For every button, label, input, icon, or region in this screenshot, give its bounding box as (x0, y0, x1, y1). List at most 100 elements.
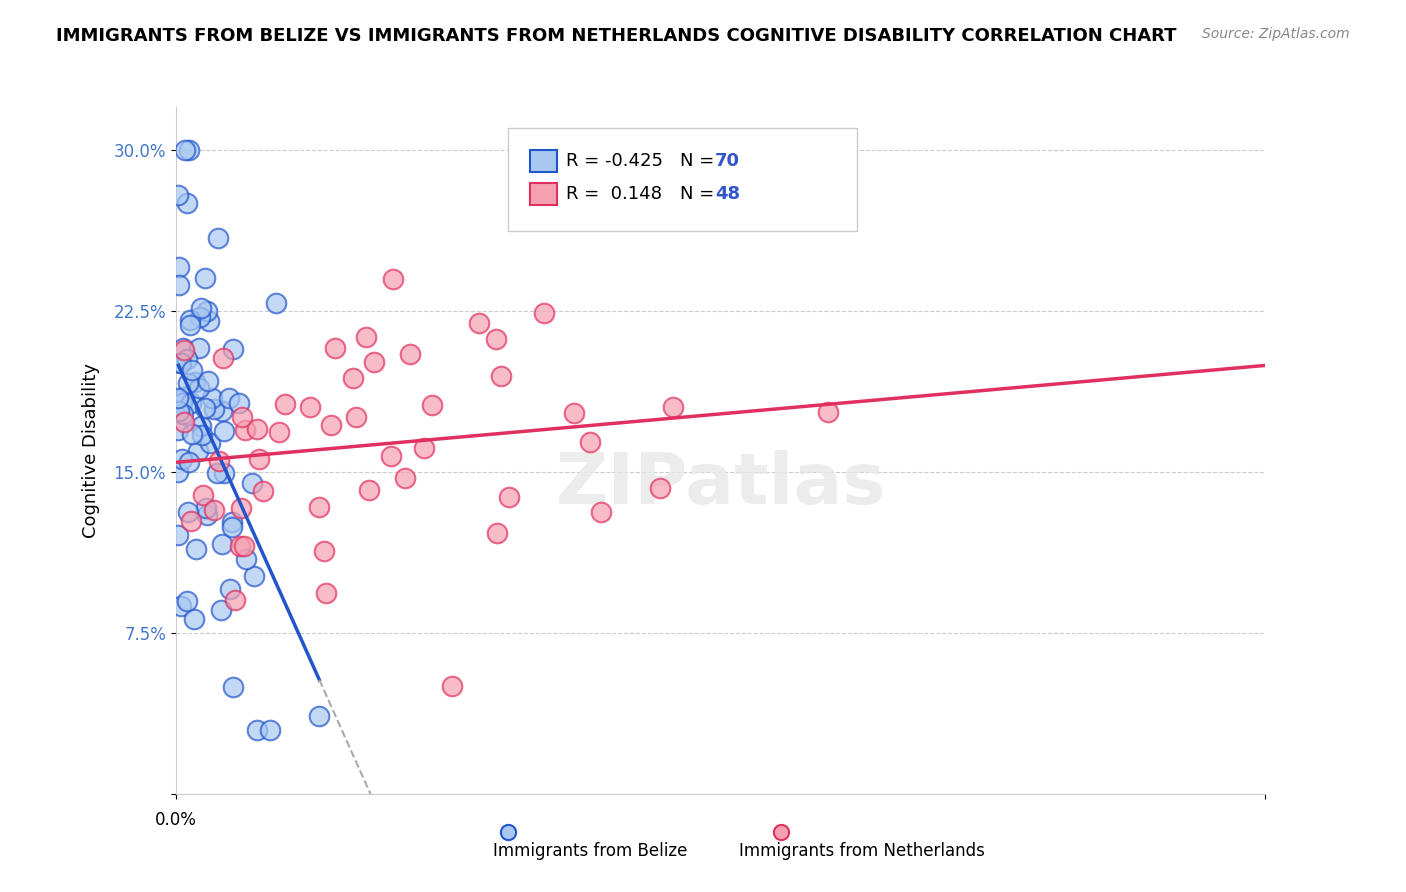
Point (181, 426, 204, 441)
Point (240, 475, 263, 490)
Point (233, 423, 256, 437)
Point (190, 427, 212, 442)
Text: R =  0.148: R = 0.148 (565, 185, 662, 202)
Point (176, 351, 198, 366)
Point (394, 471, 416, 485)
FancyBboxPatch shape (508, 128, 856, 231)
Point (661, 401, 683, 415)
Point (201, 392, 224, 406)
Point (247, 451, 270, 466)
Point (412, 441, 434, 455)
Point (174, 143, 197, 157)
Point (170, 395, 193, 409)
Point (183, 612, 205, 626)
Point (180, 363, 202, 377)
Point (190, 418, 212, 433)
Point (222, 681, 245, 695)
Point (231, 409, 253, 424)
Point (299, 400, 322, 414)
Point (214, 424, 236, 438)
Point (187, 444, 209, 458)
Point (274, 397, 297, 411)
Point (167, 188, 190, 202)
Bar (530, 183, 557, 204)
Point (486, 525, 509, 540)
Point (194, 401, 217, 415)
Point (564, 406, 586, 420)
Point (398, 347, 420, 361)
Point (308, 500, 330, 515)
Point (167, 404, 190, 418)
Point (533, 306, 555, 320)
Point (441, 679, 464, 693)
Point (235, 551, 257, 566)
Point (308, 709, 330, 723)
Point (222, 342, 245, 356)
Point (188, 341, 211, 355)
Point (243, 568, 266, 582)
Point (167, 277, 190, 292)
Point (221, 520, 243, 534)
Point (420, 398, 443, 412)
Point (197, 374, 219, 388)
Point (170, 451, 193, 466)
Point (205, 467, 228, 481)
Point (589, 505, 612, 519)
Point (380, 449, 402, 463)
Point (321, 418, 343, 433)
Point (207, 231, 229, 245)
Point (315, 585, 337, 599)
Point (344, 410, 367, 425)
Point (179, 313, 201, 327)
Text: ZIPatlas: ZIPatlas (555, 450, 886, 519)
Point (188, 310, 211, 324)
Point (176, 593, 198, 607)
Point (177, 455, 200, 469)
Point (202, 502, 225, 516)
Point (188, 381, 211, 395)
Point (382, 272, 405, 286)
Point (218, 391, 240, 405)
Text: 48: 48 (716, 185, 740, 202)
Point (167, 527, 190, 541)
Point (177, 143, 200, 157)
Point (202, 402, 225, 417)
Text: N =: N = (681, 153, 714, 170)
Point (194, 501, 217, 516)
Point (485, 332, 508, 346)
Point (489, 369, 512, 384)
Point (197, 314, 219, 328)
Point (211, 537, 233, 551)
Point (212, 466, 235, 480)
Point (498, 490, 520, 504)
Y-axis label: Cognitive Disability: Cognitive Disability (82, 363, 100, 538)
Point (177, 376, 200, 390)
Point (229, 539, 252, 553)
Point (246, 723, 269, 737)
Point (229, 500, 252, 515)
Point (176, 506, 198, 520)
Point (211, 351, 233, 365)
Text: IMMIGRANTS FROM BELIZE VS IMMIGRANTS FROM NETHERLANDS COGNITIVE DISABILITY CORRE: IMMIGRANTS FROM BELIZE VS IMMIGRANTS FRO… (56, 27, 1177, 45)
Point (209, 603, 232, 617)
Point (221, 515, 243, 529)
Point (167, 465, 190, 479)
Point (342, 371, 364, 385)
Point (354, 330, 377, 344)
Point (180, 514, 202, 528)
Point (172, 341, 194, 355)
Text: 0.0%: 0.0% (155, 811, 197, 829)
Point (363, 355, 385, 369)
Point (246, 422, 269, 436)
Point (198, 435, 221, 450)
Point (167, 423, 190, 437)
Point (312, 543, 335, 558)
Point (167, 391, 190, 405)
Point (195, 508, 218, 522)
Point (219, 582, 242, 596)
Point (167, 260, 190, 275)
Point (194, 271, 217, 285)
Point (224, 593, 246, 607)
Point (648, 481, 671, 495)
Point (173, 390, 195, 404)
